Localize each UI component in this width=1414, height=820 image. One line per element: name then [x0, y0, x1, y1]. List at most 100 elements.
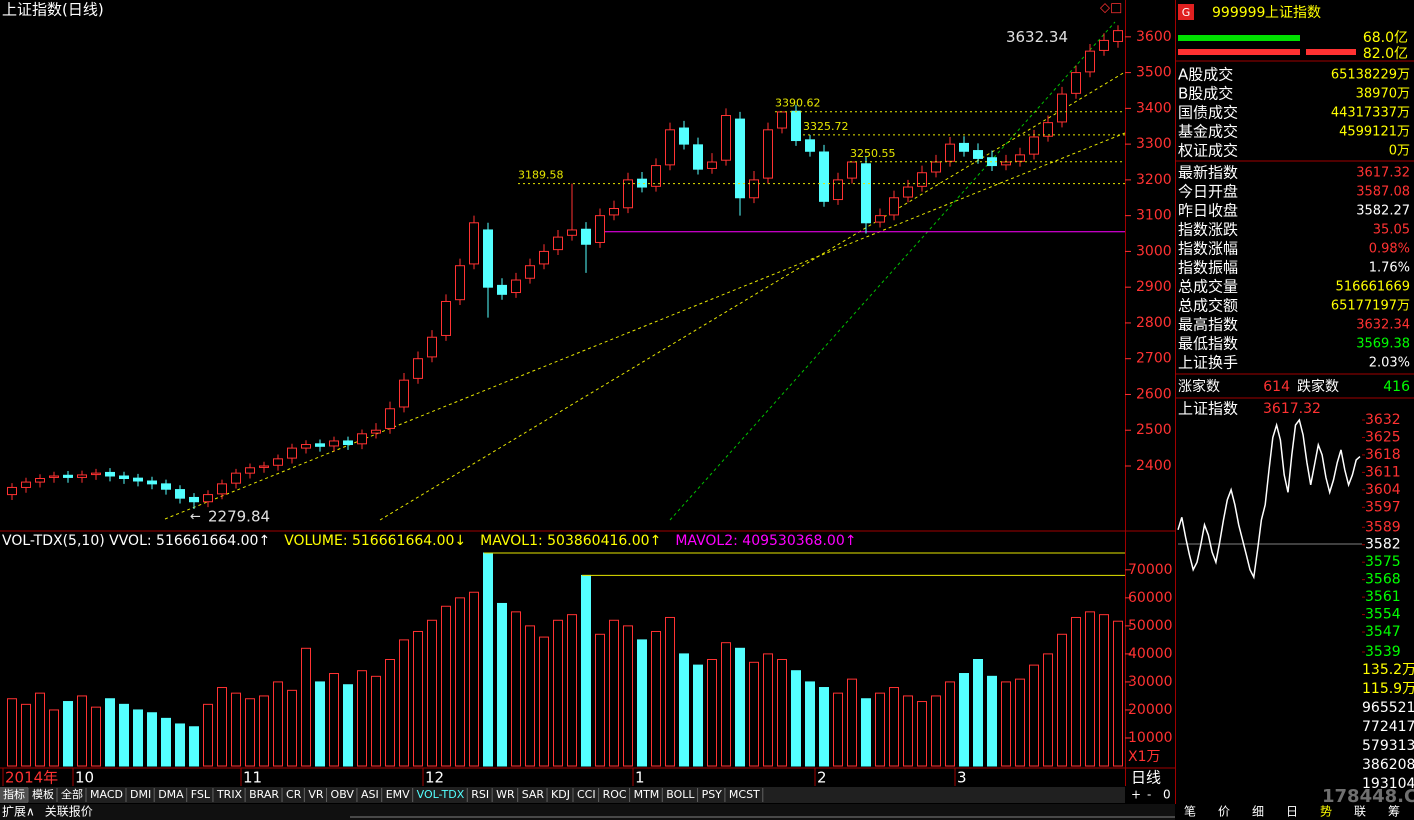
- side-tab[interactable]: 筹: [1388, 805, 1400, 819]
- y-tick-label: 3200: [1136, 172, 1172, 188]
- quote-value: 516661669: [1336, 280, 1410, 295]
- tab[interactable]: PSY: [702, 788, 723, 801]
- tab[interactable]: DMA: [158, 788, 184, 801]
- low-arrow: ←: [190, 509, 201, 524]
- control[interactable]: -: [1147, 788, 1151, 802]
- y-tick-label: 3575: [1365, 554, 1401, 570]
- candle-body: [903, 186, 913, 198]
- y-tick-label: 3611: [1365, 464, 1401, 480]
- tab[interactable]: ASI: [361, 788, 379, 801]
- y-tick-label: 3568: [1365, 572, 1401, 588]
- volume-bar: [763, 653, 773, 767]
- tab[interactable]: KDJ: [551, 788, 570, 801]
- volume-bar: [147, 712, 157, 767]
- volume-bar: [609, 619, 619, 767]
- side-tab[interactable]: 势: [1320, 805, 1332, 819]
- level-label: 3390.62: [775, 97, 821, 110]
- volume-bar: [889, 687, 899, 767]
- tab[interactable]: 指标: [3, 787, 25, 801]
- candle-body: [413, 358, 423, 379]
- tab[interactable]: VR: [308, 788, 324, 801]
- up-count: 614: [1263, 379, 1290, 395]
- tab[interactable]: OBV: [331, 788, 355, 801]
- candle-body: [945, 143, 955, 162]
- trend-lines: [164, 21, 1126, 521]
- candle-body: [7, 486, 17, 496]
- tab[interactable]: BRAR: [249, 788, 279, 801]
- window-icons[interactable]: ◇□: [1100, 1, 1122, 16]
- quote-value: 0.98%: [1369, 242, 1410, 257]
- footer-tab[interactable]: 关联报价: [45, 804, 93, 819]
- side-tab[interactable]: 日: [1286, 805, 1298, 819]
- indicator-readout: MAVOL2: 409530368.00↑: [675, 533, 856, 549]
- x-tick-label: 2: [817, 769, 827, 787]
- volume-bar: [287, 689, 297, 767]
- volume-bar: [749, 661, 759, 767]
- tab[interactable]: ROC: [603, 788, 627, 801]
- tab[interactable]: 全部: [61, 787, 83, 801]
- candle-body: [301, 444, 311, 449]
- volume-tick-label: 965521: [1362, 700, 1414, 716]
- side-tab[interactable]: 联: [1354, 805, 1366, 819]
- volume-bar: [721, 642, 731, 767]
- tab[interactable]: MTM: [634, 788, 660, 801]
- level-label: 3250.55: [850, 147, 896, 160]
- candle-body: [203, 494, 213, 503]
- volume-bar: [959, 673, 969, 767]
- tab[interactable]: EMV: [386, 788, 410, 801]
- candle-body: [539, 250, 549, 265]
- tab[interactable]: WR: [496, 788, 515, 801]
- tab[interactable]: CR: [286, 788, 302, 801]
- footer-tab[interactable]: 扩展∧: [2, 805, 35, 819]
- volume-bar: [651, 630, 661, 767]
- control[interactable]: 0: [1163, 788, 1171, 802]
- candle-body: [1113, 30, 1123, 42]
- level-label: 3189.58: [518, 169, 564, 182]
- volume-bar: [301, 647, 311, 767]
- quote-value: 2.03%: [1369, 356, 1410, 371]
- side-tab[interactable]: 价: [1218, 805, 1230, 819]
- candle-body: [595, 215, 605, 243]
- volume-bar: [1085, 611, 1095, 767]
- side-tab[interactable]: 笔: [1184, 804, 1196, 819]
- volume-bar: [819, 687, 829, 767]
- tab[interactable]: VOL-TDX: [417, 788, 465, 801]
- high-label: 3632.34: [1006, 28, 1068, 46]
- volume-tick-label: 579313: [1362, 738, 1414, 754]
- tab[interactable]: SAR: [522, 788, 545, 801]
- y-tick-label: 10000: [1128, 730, 1173, 746]
- tab[interactable]: FSL: [191, 788, 211, 801]
- candle-body: [735, 118, 745, 199]
- candle-body: [567, 229, 577, 236]
- quote-value: 65138229万: [1331, 68, 1410, 83]
- y-tick-label: 3554: [1365, 607, 1401, 623]
- tab[interactable]: CCI: [577, 788, 596, 801]
- x-tick-label: 12: [425, 769, 444, 787]
- volume-bar: [861, 698, 871, 767]
- tab[interactable]: RSI: [471, 788, 489, 801]
- candle-body: [1029, 136, 1039, 155]
- volume-bar: [315, 681, 325, 767]
- volume-bar: [189, 726, 199, 767]
- quote-label: A股成交: [1178, 66, 1233, 84]
- tab[interactable]: BOLL: [666, 788, 695, 801]
- volume-bar: [931, 695, 941, 767]
- tab[interactable]: MCST: [729, 788, 760, 801]
- y-tick-label: 2500: [1136, 422, 1172, 438]
- tab[interactable]: DMI: [130, 788, 151, 801]
- volume-bar: [581, 574, 591, 767]
- candle-body: [273, 458, 283, 466]
- quote-value: 4599121万: [1339, 125, 1410, 140]
- volume-bar: [231, 692, 241, 767]
- tab[interactable]: TRIX: [216, 788, 243, 801]
- tab[interactable]: MACD: [90, 788, 123, 801]
- quote-label: 总成交量: [1178, 278, 1238, 296]
- volume-bar: [413, 630, 423, 767]
- candle-body: [343, 440, 353, 446]
- candle-body: [245, 467, 255, 474]
- volume-bar: [525, 625, 535, 767]
- side-tab[interactable]: 细: [1252, 805, 1264, 819]
- control[interactable]: +: [1131, 788, 1141, 802]
- tab[interactable]: 模板: [32, 787, 54, 801]
- indicator-readout: VOL-TDX(5,10) VVOL: 516661664.00↑: [2, 533, 270, 549]
